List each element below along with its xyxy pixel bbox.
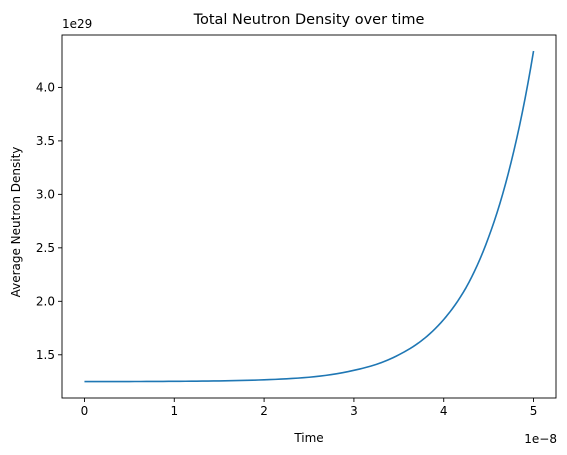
x-tick-label: 4 — [440, 404, 448, 418]
y-tick-label: 2.5 — [36, 241, 55, 255]
y-tick-label: 4.0 — [36, 80, 55, 94]
x-tick-label: 5 — [530, 404, 538, 418]
y-axis-offset-label: 1e29 — [62, 17, 92, 31]
x-axis-label: Time — [293, 431, 323, 445]
y-tick-label: 3.5 — [36, 134, 55, 148]
x-tick-label: 1 — [170, 404, 178, 418]
y-tick-label: 2.0 — [36, 294, 55, 308]
plot-frame — [61, 34, 557, 399]
y-tick-label: 3.0 — [36, 187, 55, 201]
x-tick-label: 3 — [350, 404, 358, 418]
x-tick-label: 0 — [81, 404, 89, 418]
plot-area — [58, 50, 535, 402]
x-tick-label: 2 — [260, 404, 268, 418]
x-axis-offset-label: 1e−8 — [524, 432, 557, 446]
y-tick-label: 1.5 — [36, 348, 55, 362]
series-line — [84, 50, 535, 383]
chart-title: Total Neutron Density over time — [193, 12, 425, 28]
y-axis-label: Average Neutron Density — [9, 147, 23, 298]
